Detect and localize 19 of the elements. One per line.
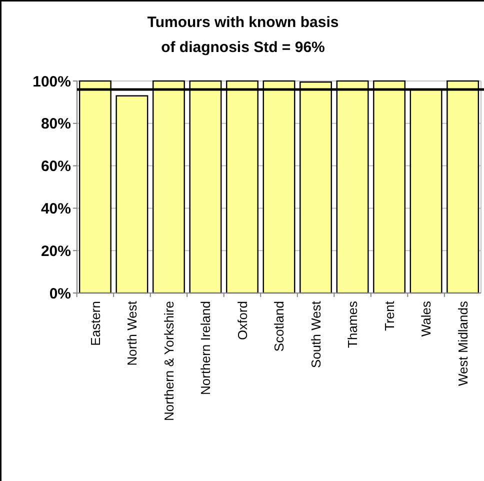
- y-tick-label: 40%: [40, 200, 71, 218]
- y-tick-label: 0%: [49, 285, 71, 302]
- x-tick-label: West Midlands: [455, 300, 470, 386]
- x-tick-label: South West: [308, 300, 324, 368]
- x-tick-label: Northern & Yorkshire: [161, 301, 176, 421]
- y-tick-label: 80%: [40, 116, 71, 133]
- bar: [116, 95, 148, 294]
- y-tick-label: 60%: [40, 158, 71, 176]
- x-tick-label: Scotland: [272, 301, 287, 352]
- y-tick-label: 100%: [32, 73, 71, 90]
- x-tick-label: Eastern: [88, 301, 103, 346]
- x-tick-label: Oxford: [234, 301, 250, 340]
- y-tick-label: 20%: [40, 242, 71, 260]
- x-tick-label: Trent: [382, 300, 397, 331]
- x-tick-label: Thames: [345, 300, 360, 348]
- chart-title: Tumours with known basis of diagnosis Std = 96%: [147, 14, 339, 56]
- x-tick-label: Wales: [418, 300, 434, 337]
- x-tick-label: Northern Ireland: [198, 301, 214, 395]
- x-tick-label: North West: [124, 300, 140, 366]
